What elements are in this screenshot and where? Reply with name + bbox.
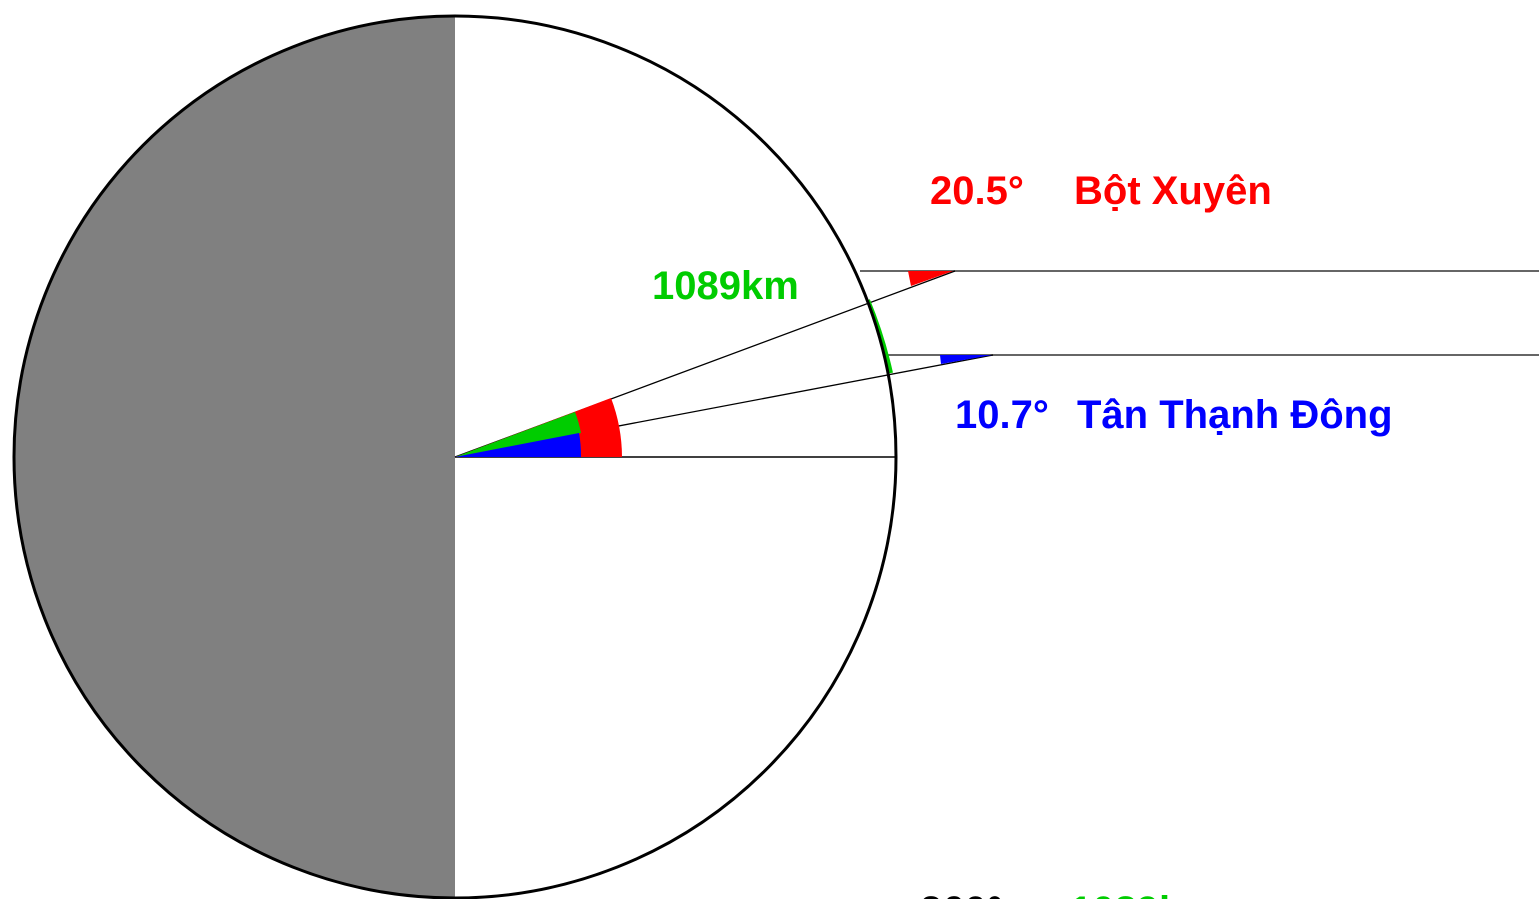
bottom-angle-label: 360° [920,889,1003,899]
angle-wedge-tan-thanh-dong [455,433,582,457]
bot-xuyen-angle-label: 20.5° [930,169,1024,213]
bot-xuyen-name-label: Bột Xuyên [1074,169,1272,213]
tan-thanh-dong-angle-label: 10.7° [955,393,1049,437]
ray-angle-marker-tan-thanh-dong [940,355,992,364]
earth-outline [12,14,898,899]
tan-thanh-dong-name-label: Tân Thạnh Đông [1077,393,1393,437]
ray-angle-marker-bot-xuyen [908,271,953,286]
arc-distance-label: 1089km [652,264,799,308]
bottom-distance-label: 1089km [1070,889,1217,899]
angle-wedge-difference [455,412,581,457]
earth-night-side [14,16,455,898]
